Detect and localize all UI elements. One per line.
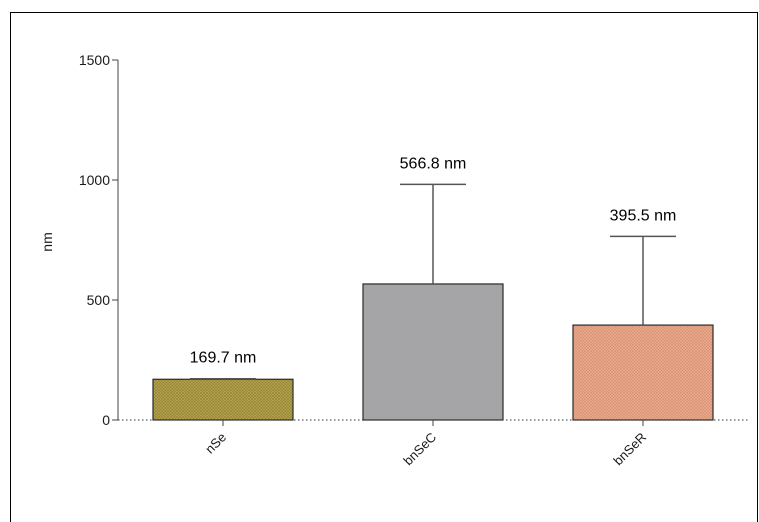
data-labels-group: 169.7 nm 566.8 nm 395.5 nm	[190, 155, 677, 366]
x-category-label: bnSeR	[610, 430, 649, 469]
x-category-label: bnSeC	[400, 430, 439, 469]
data-label: 566.8 nm	[400, 155, 467, 172]
x-labels-group: nSe bnSeC bnSeR	[202, 430, 649, 469]
bar-bnSeC	[362, 283, 504, 421]
y-tick-label: 1000	[79, 172, 110, 188]
error-bars-group	[190, 183, 676, 380]
chart-frame	[10, 12, 758, 522]
baseline-group	[118, 419, 748, 426]
y-tick-label: 0	[102, 412, 110, 428]
bars-group	[152, 283, 714, 421]
y-axis-title: nm	[39, 232, 55, 251]
x-category-label: nSe	[202, 430, 229, 457]
data-label: 169.7 nm	[190, 350, 257, 367]
y-axis: 0 500 1000 1500	[79, 52, 119, 428]
bar-nSe	[152, 378, 294, 421]
y-tick-label: 1500	[79, 52, 110, 68]
y-tick-label: 500	[87, 292, 111, 308]
bar-bnSeR	[572, 324, 714, 421]
data-label: 395.5 nm	[610, 207, 677, 224]
